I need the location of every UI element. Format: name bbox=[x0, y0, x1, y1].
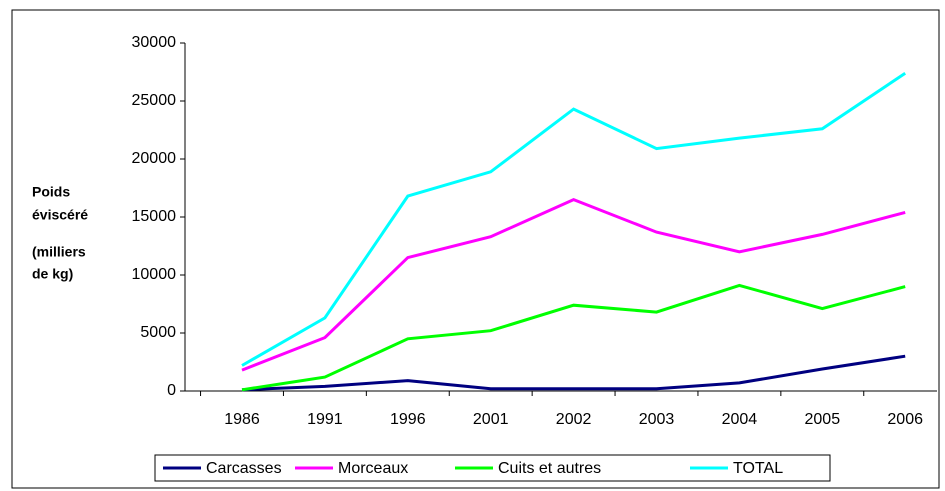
legend-label: Morceaux bbox=[338, 460, 408, 477]
x-tick-label: 2006 bbox=[887, 411, 923, 428]
x-tick-label: 1991 bbox=[307, 411, 343, 428]
y-tick-label: 0 bbox=[167, 382, 176, 399]
chart-border bbox=[11, 9, 940, 489]
series-line bbox=[241, 354, 906, 392]
series-line bbox=[241, 71, 907, 367]
legend-label: TOTAL bbox=[733, 460, 783, 477]
y-tick-label: 25000 bbox=[132, 92, 177, 109]
y-tick-label: 5000 bbox=[140, 324, 176, 341]
x-tick-label: 2004 bbox=[722, 411, 758, 428]
x-tick-label: 2005 bbox=[805, 411, 841, 428]
legend-label: Carcasses bbox=[206, 460, 282, 477]
x-tick-label: 1996 bbox=[390, 411, 426, 428]
x-tick-label: 2003 bbox=[639, 411, 675, 428]
x-tick-label: 2001 bbox=[473, 411, 509, 428]
y-tick-label: 20000 bbox=[132, 150, 177, 167]
y-axis-label: éviscéré bbox=[32, 207, 88, 223]
x-tick-label: 1986 bbox=[224, 411, 260, 428]
y-axis-label: (milliers bbox=[32, 244, 86, 260]
y-tick-label: 30000 bbox=[132, 34, 177, 51]
series-line bbox=[241, 197, 906, 372]
y-tick-label: 15000 bbox=[132, 208, 177, 225]
y-tick-label: 10000 bbox=[132, 266, 177, 283]
y-axis-label: de kg) bbox=[32, 266, 73, 282]
legend-label: Cuits et autres bbox=[498, 460, 601, 477]
x-tick-label: 2002 bbox=[556, 411, 592, 428]
y-axis-label: Poids bbox=[32, 184, 70, 200]
series-line bbox=[241, 283, 906, 392]
